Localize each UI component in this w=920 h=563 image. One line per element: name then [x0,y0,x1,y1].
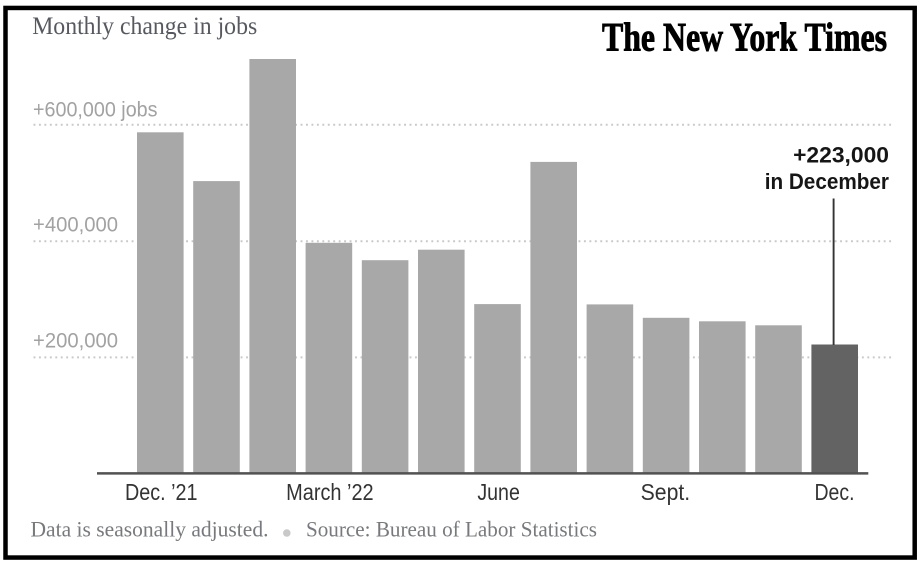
svg-text:+600,000 jobs: +600,000 jobs [33,97,158,121]
svg-text:in December: in December [765,169,890,194]
svg-text:Sept.: Sept. [641,479,691,505]
svg-text:+200,000: +200,000 [33,329,118,353]
svg-text:Dec. ’21: Dec. ’21 [125,479,198,505]
svg-text:Dec.: Dec. [815,479,855,505]
svg-text:Source: Bureau of Labor Statis: Source: Bureau of Labor Statistics [306,517,597,542]
svg-text:+400,000: +400,000 [33,213,118,237]
svg-text:+223,000: +223,000 [793,142,889,167]
svg-text:Monthly change in jobs: Monthly change in jobs [32,13,257,40]
svg-text:June: June [477,479,520,505]
svg-text:March ’22: March ’22 [286,479,374,505]
svg-text:The New York Times: The New York Times [602,15,887,60]
svg-text:Data is seasonally adjusted.: Data is seasonally adjusted. [31,517,269,542]
